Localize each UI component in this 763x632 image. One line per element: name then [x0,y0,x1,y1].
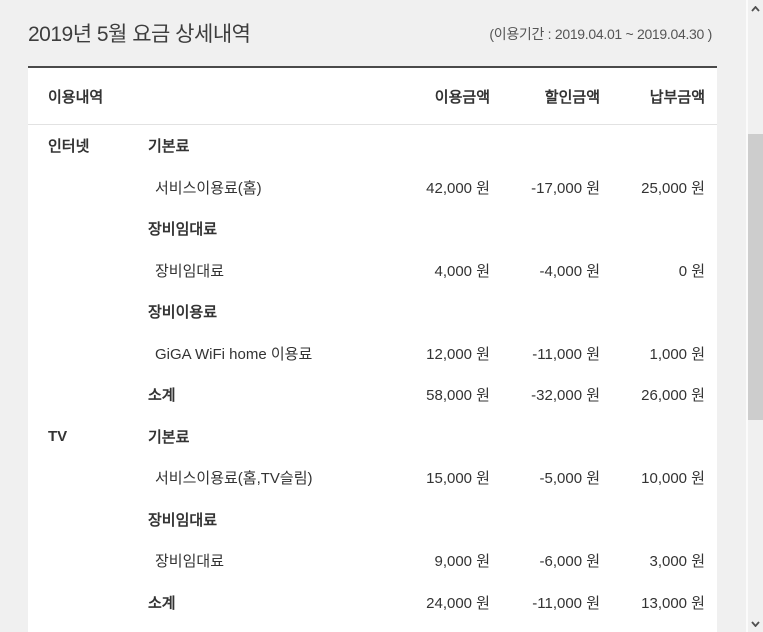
item-label-cell: 소계 [148,387,176,405]
table-row: 장비임대료 9,000 원 -6,000 원 3,000 원 [28,540,717,582]
page-title: 2019년 5월 요금 상세내역 [28,23,251,46]
payment-amount-cell: 3,000 원 [649,553,705,571]
table-row: 인터넷 기본료 [28,125,717,167]
table-row: GiGA WiFi home 이용료 12,000 원 -11,000 원 1,000… [28,333,717,375]
usage-amount-cell: 4,000 원 [434,262,490,280]
table-row: 서비스이용료(홈,TV슬림) 15,000 원 -5,000 원 10,000 원 [28,457,717,499]
item-label-cell: 기본료 [148,138,190,156]
chevron-up-icon [751,5,760,12]
discount-amount-cell: -32,000 원 [531,387,600,405]
payment-amount-cell: 1,000 원 [649,345,705,363]
usage-amount-cell: 58,000 원 [426,387,490,405]
usage-amount-cell: 9,000 원 [434,553,490,571]
scrollbar-thumb[interactable] [748,134,763,420]
discount-amount-cell: -11,000 원 [532,345,600,363]
item-label-cell: 장비임대료 [155,262,225,280]
col-header-usage-amount: 이용금액 [434,88,490,106]
item-label-cell: 장비임대료 [148,511,218,529]
discount-amount-cell: -17,000 원 [531,179,600,197]
table-row: 장비임대료 [28,499,717,541]
payment-amount-cell: 26,000 원 [641,387,705,405]
table-header-row: 이용내역 이용금액 할인금액 납부금액 [28,68,717,125]
item-label-cell: 기본료 [148,428,190,446]
item-label-cell: 서비스이용료(홈) [155,179,262,197]
item-label-cell: 장비임대료 [155,553,225,571]
table-row: 소계 58,000 원 -32,000 원 26,000 원 [28,374,717,416]
section-name-cell: 인터넷 [48,138,90,156]
scroll-up-button[interactable] [748,0,763,17]
chevron-down-icon [751,620,760,627]
item-label-cell: 장비이용료 [148,304,218,322]
usage-amount-cell: 15,000 원 [426,470,490,488]
payment-amount-cell: 25,000 원 [641,179,705,197]
item-label-cell: GiGA WiFi home 이용료 [155,345,313,363]
item-label-cell: 장비임대료 [148,221,218,239]
discount-amount-cell: -6,000 원 [539,553,601,571]
usage-period: (이용기간 : 2019.04.01 ~ 2019.04.30 ) [489,26,712,42]
vertical-scrollbar[interactable] [746,0,763,632]
item-label-cell: 서비스이용료(홈,TV슬림) [155,470,313,488]
usage-amount-cell: 42,000 원 [426,179,490,197]
table-row: 서비스이용료(홈) 42,000 원 -17,000 원 25,000 원 [28,167,717,209]
payment-amount-cell: 13,000 원 [641,594,705,612]
payment-amount-cell: 0 원 [678,262,705,280]
table-row: TV 기본료 [28,416,717,458]
table-row: 장비이용료 [28,291,717,333]
usage-amount-cell: 12,000 원 [426,345,490,363]
col-header-payment-amount: 납부금액 [649,88,705,106]
section-name-cell: TV [48,427,68,445]
discount-amount-cell: -4,000 원 [539,262,601,280]
table-row: 소계 24,000 원 -11,000 원 13,000 원 [28,582,717,624]
table-body: 인터넷 기본료 서비스이용료(홈) 42,000 원 -17,000 원 25,000 원… [28,125,717,623]
table-row: 장비임대료 4,000 원 -4,000 원 0 원 [28,250,717,292]
table-row: 장비임대료 [28,208,717,250]
usage-amount-cell: 24,000 원 [426,594,490,612]
page-header: 2019년 5월 요금 상세내역 (이용기간 : 2019.04.01 ~ 20… [28,0,717,66]
col-header-discount-amount: 할인금액 [544,88,600,106]
scroll-down-button[interactable] [748,615,763,632]
payment-amount-cell: 10,000 원 [641,470,705,488]
col-header-usage-detail: 이용내역 [48,88,104,106]
billing-table-card: 이용내역 이용금액 할인금액 납부금액 인터넷 기본료 서비스이용료(홈) 42,00… [28,66,717,632]
discount-amount-cell: -11,000 원 [532,594,600,612]
discount-amount-cell: -5,000 원 [539,470,601,488]
item-label-cell: 소계 [148,594,176,612]
